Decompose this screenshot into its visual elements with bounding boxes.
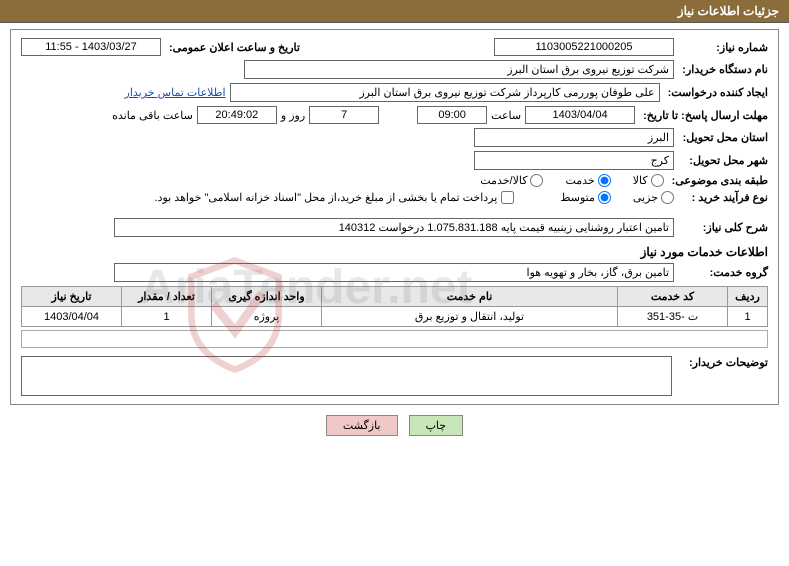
category-label: طبقه بندی موضوعی: <box>668 174 768 187</box>
row-buyer-desc: توضیحات خریدار: <box>21 356 768 396</box>
radio-kalakhedmat-label: کالا/خدمت <box>480 174 527 187</box>
payment-checkbox[interactable] <box>501 191 514 204</box>
days-field: 7 <box>309 106 379 124</box>
radio-kala-label: کالا <box>633 174 648 187</box>
buyer-org-field: شرکت توزیع نیروی برق استان البرز <box>244 60 674 79</box>
button-row: چاپ بازگشت <box>0 415 789 436</box>
main-panel: شماره نیاز: 1103005221000205 تاریخ و ساع… <box>10 29 779 405</box>
deadline-time-field: 09:00 <box>417 106 487 124</box>
row-need-number: شماره نیاز: 1103005221000205 تاریخ و ساع… <box>21 38 768 56</box>
deadline-time-label: ساعت <box>491 109 521 122</box>
requester-field: علی طوفان پوررمی کارپرداز شرکت توزیع نیر… <box>230 83 660 102</box>
radio-khedmat-input[interactable] <box>598 174 611 187</box>
announce-field: 1403/03/27 - 11:55 <box>21 38 161 56</box>
requester-label: ایجاد کننده درخواست: <box>664 86 768 99</box>
th-row: ردیف <box>728 287 768 307</box>
td-name: تولید، انتقال و توزیع برق <box>322 307 618 327</box>
td-unit: پروژه <box>212 307 322 327</box>
td-date: 1403/04/04 <box>22 307 122 327</box>
buyer-desc-box <box>21 356 672 396</box>
radio-jozi-input[interactable] <box>661 191 674 204</box>
group-field: تامین برق، گاز، بخار و تهویه هوا <box>114 263 674 282</box>
row-category: طبقه بندی موضوعی: کالا خدمت کالا/خدمت <box>21 174 768 187</box>
row-group: گروه خدمت: تامین برق، گاز، بخار و تهویه … <box>21 263 768 282</box>
city-label: شهر محل تحویل: <box>678 154 768 167</box>
contact-link[interactable]: اطلاعات تماس خریدار <box>125 86 226 99</box>
need-no-label: شماره نیاز: <box>678 41 768 54</box>
radio-jozi[interactable]: جزیی <box>633 191 674 204</box>
radio-khedmat-label: خدمت <box>565 174 594 187</box>
td-row: 1 <box>728 307 768 327</box>
province-field: البرز <box>474 128 674 147</box>
province-label: استان محل تحویل: <box>678 131 768 144</box>
row-province: استان محل تحویل: البرز <box>21 128 768 147</box>
summary-field: تامین اعتبار روشنایی زینبیه قیمت پایه 1.… <box>114 218 674 237</box>
print-button[interactable]: چاپ <box>409 415 464 436</box>
row-city: شهر محل تحویل: کرج <box>21 151 768 170</box>
th-qty: تعداد / مقدار <box>122 287 212 307</box>
payment-checkbox-row[interactable]: پرداخت تمام یا بخشی از مبلغ خرید،از محل … <box>155 191 515 204</box>
td-code: ت -35-351 <box>618 307 728 327</box>
services-title: اطلاعات خدمات مورد نیاز <box>21 245 768 259</box>
radio-kala[interactable]: کالا <box>633 174 664 187</box>
radio-motavaset[interactable]: متوسط <box>560 191 611 204</box>
radio-khedmat[interactable]: خدمت <box>565 174 610 187</box>
deadline-label: مهلت ارسال پاسخ: تا تاریخ: <box>639 109 768 122</box>
summary-section: شرح کلی نیاز: تامین اعتبار روشنایی زینبی… <box>21 218 768 237</box>
payment-note: پرداخت تمام یا بخشی از مبلغ خرید،از محل … <box>155 191 498 204</box>
radio-kalakhedmat[interactable]: کالا/خدمت <box>480 174 543 187</box>
th-date: تاریخ نیاز <box>22 287 122 307</box>
radio-motavaset-input[interactable] <box>598 191 611 204</box>
need-no-field: 1103005221000205 <box>494 38 674 56</box>
back-button[interactable]: بازگشت <box>326 415 398 436</box>
group-label: گروه خدمت: <box>678 266 768 279</box>
table-row: 1 ت -35-351 تولید، انتقال و توزیع برق پر… <box>22 307 768 327</box>
td-qty: 1 <box>122 307 212 327</box>
page-header: جزئیات اطلاعات نیاز <box>0 0 789 23</box>
row-deadline: مهلت ارسال پاسخ: تا تاریخ: 1403/04/04 سا… <box>21 106 768 124</box>
process-label: نوع فرآیند خرید : <box>678 191 768 204</box>
header-title: جزئیات اطلاعات نیاز <box>678 4 779 18</box>
table-header-row: ردیف کد خدمت نام خدمت واحد اندازه گیری ت… <box>22 287 768 307</box>
city-field: کرج <box>474 151 674 170</box>
table-footer-space <box>21 330 768 348</box>
row-requester: ایجاد کننده درخواست: علی طوفان پوررمی کا… <box>21 83 768 102</box>
announce-label: تاریخ و ساعت اعلان عمومی: <box>165 41 300 54</box>
th-name: نام خدمت <box>322 287 618 307</box>
th-unit: واحد اندازه گیری <box>212 287 322 307</box>
buyer-org-label: نام دستگاه خریدار: <box>678 63 768 76</box>
buyer-desc-label: توضیحات خریدار: <box>678 356 768 369</box>
radio-kalakhedmat-input[interactable] <box>530 174 543 187</box>
services-table: ردیف کد خدمت نام خدمت واحد اندازه گیری ت… <box>21 286 768 327</box>
radio-motavaset-label: متوسط <box>560 191 595 204</box>
th-code: کد خدمت <box>618 287 728 307</box>
radio-jozi-label: جزیی <box>633 191 658 204</box>
row-buyer-org: نام دستگاه خریدار: شرکت توزیع نیروی برق … <box>21 60 768 79</box>
remaining-time-field: 20:49:02 <box>197 106 277 124</box>
deadline-date-field: 1403/04/04 <box>525 106 635 124</box>
summary-label: شرح کلی نیاز: <box>678 221 768 234</box>
remaining-label: ساعت باقی مانده <box>112 109 193 122</box>
row-process: نوع فرآیند خرید : جزیی متوسط پرداخت تمام… <box>21 191 768 204</box>
radio-kala-input[interactable] <box>651 174 664 187</box>
days-label: روز و <box>281 109 305 122</box>
